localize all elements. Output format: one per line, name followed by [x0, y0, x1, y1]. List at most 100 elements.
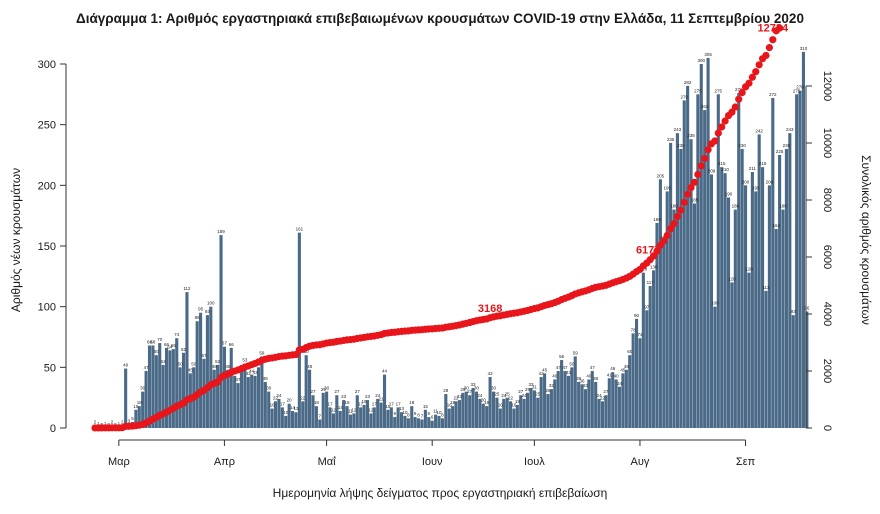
cumulative-point	[762, 51, 770, 60]
bar	[151, 345, 155, 428]
bar-value-label: 90	[634, 313, 640, 318]
y2-tick-label: 8000	[821, 188, 833, 212]
bar	[478, 398, 482, 428]
bar	[485, 406, 489, 428]
bar-value-label: 195	[663, 185, 671, 190]
bar	[318, 419, 322, 428]
bar-value-label: 27	[518, 389, 524, 394]
bar	[512, 408, 516, 428]
bar	[594, 381, 598, 428]
cumulative-point	[660, 237, 668, 245]
bar-value-label: 2	[111, 420, 114, 425]
bar	[420, 419, 424, 428]
bar-value-label: 278	[796, 85, 804, 90]
bar-value-label: 242	[755, 128, 763, 133]
y-tick-label: 0	[50, 423, 56, 435]
bar-value-label: 68	[147, 339, 153, 344]
bar	[137, 406, 141, 428]
bar	[359, 407, 363, 428]
bar	[199, 312, 203, 428]
bar-value-label: 64	[167, 344, 173, 349]
bar	[730, 282, 734, 428]
cumulative-point	[697, 162, 705, 170]
bar	[672, 209, 676, 428]
bar-value-label: 112	[183, 286, 191, 291]
x-tick-label: Αυγ	[631, 456, 650, 468]
bar-value-label: 209	[708, 168, 716, 173]
bar	[396, 407, 400, 428]
bar-value-label: 22	[454, 395, 460, 400]
bar	[628, 355, 632, 428]
cumulative-point	[714, 129, 722, 137]
bar	[737, 93, 741, 429]
bar-value-label: 30	[491, 386, 497, 391]
bar	[563, 370, 567, 428]
bar	[764, 290, 768, 428]
bar-value-label: 10	[437, 410, 443, 415]
bar	[645, 310, 649, 428]
bar-value-label: 78	[631, 327, 637, 332]
bar-value-label: 24	[477, 393, 483, 398]
bar	[505, 397, 509, 428]
bar	[451, 406, 455, 428]
bar	[536, 397, 540, 428]
bar	[291, 411, 295, 428]
bar	[345, 406, 349, 428]
bar-value-label: 225	[776, 149, 784, 154]
bar-value-label: 282	[684, 80, 692, 85]
bar-value-label: 22	[600, 395, 606, 400]
bar	[784, 148, 788, 428]
cumulative-point	[776, 24, 784, 32]
bar	[389, 407, 393, 428]
bar	[437, 415, 441, 428]
bar-value-label: 190	[725, 191, 733, 196]
cumulative-line-group	[91, 24, 784, 432]
bar	[560, 360, 564, 428]
bar	[348, 414, 353, 428]
bar	[743, 185, 748, 428]
bar-value-label: 41	[607, 372, 613, 377]
bar-value-label: 7	[421, 414, 424, 419]
bar-value-label: 50	[191, 361, 197, 366]
bar-value-label: 200	[742, 179, 750, 184]
bar-value-label: 40	[552, 373, 558, 378]
bar	[376, 398, 380, 428]
bar-value-label: 11	[433, 409, 438, 414]
bar-value-label: 42	[246, 371, 252, 376]
bar-value-label: 7	[319, 414, 322, 419]
bar-value-label: 230	[738, 143, 746, 148]
bar-value-label: 20	[287, 398, 293, 403]
cumulative-point	[701, 154, 709, 163]
bar	[614, 379, 618, 428]
bar	[590, 370, 594, 428]
bar	[314, 406, 318, 428]
bar	[638, 338, 642, 428]
bar	[703, 110, 707, 429]
bar-value-label: 45	[542, 367, 548, 372]
chart-title: Διάγραμμα 1: Αριθμός εργαστηριακά επιβεβ…	[76, 11, 804, 26]
bar-value-label: 10	[283, 410, 289, 415]
bar-value-label: 27	[355, 389, 361, 394]
bar-value-label: 24	[597, 393, 603, 398]
bar	[474, 391, 479, 428]
bar-value-label: 19	[515, 399, 521, 404]
bar	[543, 373, 547, 428]
bar	[308, 369, 312, 428]
bar	[526, 392, 530, 428]
bar-value-label: 16	[270, 403, 276, 408]
cumulative-point	[769, 36, 777, 44]
cumulative-point	[670, 219, 678, 228]
bar	[144, 370, 148, 428]
bar	[617, 386, 622, 428]
bar	[444, 394, 448, 428]
bar-value-label: 28	[443, 388, 449, 393]
bar	[365, 400, 370, 428]
bar-value-label: 66	[229, 342, 235, 347]
bar	[488, 377, 492, 428]
x-tick-label: Ιουλ	[524, 456, 545, 468]
bar	[212, 369, 216, 428]
annotations-group: 3168 6177 12734	[478, 23, 789, 315]
bar	[294, 412, 298, 428]
bar-value-label: 68	[150, 339, 156, 344]
bar	[716, 94, 720, 428]
